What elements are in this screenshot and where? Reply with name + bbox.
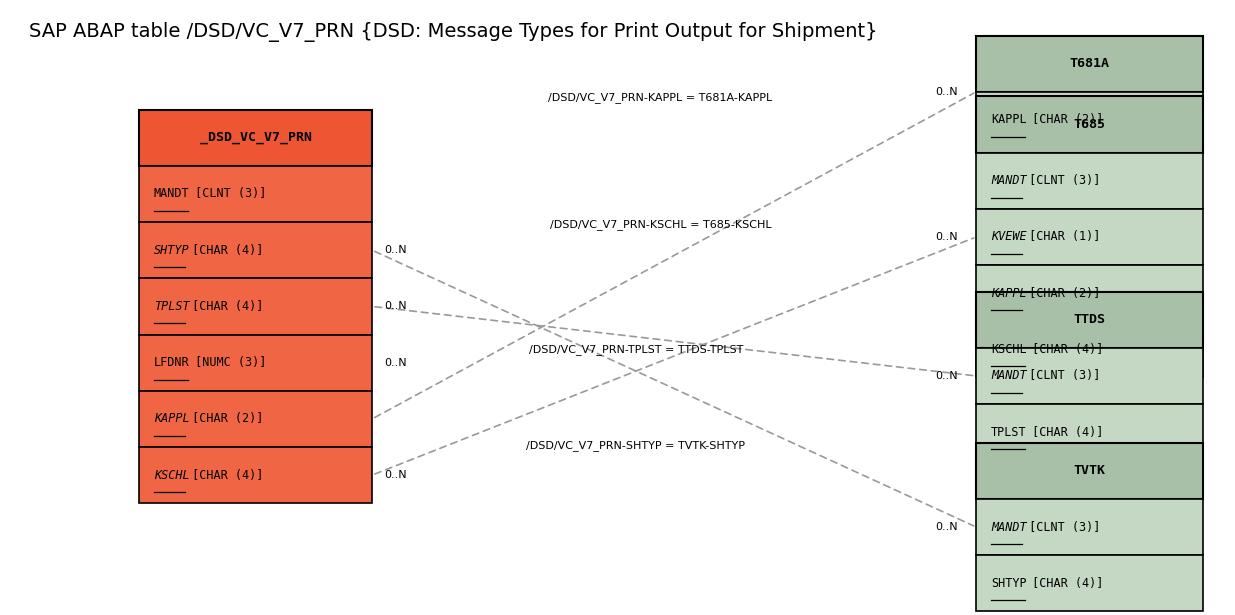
Text: KVEWE: KVEWE <box>990 231 1026 244</box>
Bar <box>977 265 1203 321</box>
Text: [CLNT (3)]: [CLNT (3)] <box>188 188 266 200</box>
Text: /DSD/VC_V7_PRN-TPLST = TTDS-TPLST: /DSD/VC_V7_PRN-TPLST = TTDS-TPLST <box>529 344 743 355</box>
Text: 0..N: 0..N <box>935 522 958 532</box>
Text: [CHAR (4)]: [CHAR (4)] <box>1025 426 1103 438</box>
Text: 0..N: 0..N <box>384 470 408 480</box>
Text: T685: T685 <box>1073 118 1105 131</box>
Text: 0..N: 0..N <box>935 87 958 97</box>
Text: [CLNT (3)]: [CLNT (3)] <box>1023 520 1100 534</box>
Text: KSCHL: KSCHL <box>154 469 189 482</box>
Text: [CLNT (3)]: [CLNT (3)] <box>1023 370 1100 383</box>
Text: _DSD_VC_V7_PRN: _DSD_VC_V7_PRN <box>200 131 311 145</box>
Text: KAPPL: KAPPL <box>154 413 189 426</box>
Bar <box>977 555 1203 611</box>
Bar <box>977 348 1203 404</box>
Text: KSCHL: KSCHL <box>990 343 1026 356</box>
Text: SAP ABAP table /DSD/VC_V7_PRN {DSD: Message Types for Print Output for Shipment}: SAP ABAP table /DSD/VC_V7_PRN {DSD: Mess… <box>28 22 877 42</box>
Text: [CHAR (2)]: [CHAR (2)] <box>1023 287 1100 300</box>
Text: KAPPL: KAPPL <box>990 113 1026 127</box>
Text: T681A: T681A <box>1070 57 1110 70</box>
Text: [CHAR (4)]: [CHAR (4)] <box>185 469 263 482</box>
Text: MANDT: MANDT <box>990 520 1026 534</box>
Bar <box>140 166 372 222</box>
Bar <box>977 97 1203 153</box>
Text: [CHAR (2)]: [CHAR (2)] <box>185 413 263 426</box>
Text: TVTK: TVTK <box>1073 464 1105 477</box>
Text: [NUMC (3)]: [NUMC (3)] <box>188 356 266 369</box>
Text: [CHAR (1)]: [CHAR (1)] <box>1023 231 1100 244</box>
Bar <box>977 321 1203 378</box>
Text: MANDT: MANDT <box>990 370 1026 383</box>
Text: [CLNT (3)]: [CLNT (3)] <box>1023 174 1100 187</box>
Text: TPLST: TPLST <box>990 426 1026 438</box>
Bar <box>977 292 1203 348</box>
Text: KAPPL: KAPPL <box>990 287 1026 300</box>
Text: MANDT: MANDT <box>990 174 1026 187</box>
Text: 0..N: 0..N <box>935 232 958 242</box>
Bar <box>140 335 372 391</box>
Text: [CHAR (4)]: [CHAR (4)] <box>185 244 263 256</box>
Bar <box>977 443 1203 499</box>
Bar <box>977 499 1203 555</box>
Text: [CHAR (4)]: [CHAR (4)] <box>1025 343 1103 356</box>
Bar <box>977 153 1203 209</box>
Text: 0..N: 0..N <box>384 245 408 255</box>
Text: SHTYP: SHTYP <box>990 577 1026 590</box>
Bar <box>977 36 1203 92</box>
Text: TPLST: TPLST <box>154 300 189 313</box>
Text: 0..N: 0..N <box>935 371 958 381</box>
Text: TTDS: TTDS <box>1073 313 1105 326</box>
Bar <box>140 447 372 503</box>
Text: MANDT: MANDT <box>154 188 189 200</box>
Text: [CHAR (4)]: [CHAR (4)] <box>1025 577 1103 590</box>
Text: LFDNR: LFDNR <box>154 356 189 369</box>
Text: /DSD/VC_V7_PRN-KAPPL = T681A-KAPPL: /DSD/VC_V7_PRN-KAPPL = T681A-KAPPL <box>548 92 773 103</box>
Text: SHTYP: SHTYP <box>154 244 189 256</box>
Bar <box>140 279 372 335</box>
Text: [CHAR (4)]: [CHAR (4)] <box>185 300 263 313</box>
Bar <box>140 222 372 279</box>
Bar <box>977 92 1203 148</box>
Bar <box>140 391 372 447</box>
Bar <box>977 404 1203 460</box>
Text: [CHAR (2)]: [CHAR (2)] <box>1025 113 1103 127</box>
Bar <box>140 109 372 166</box>
Text: /DSD/VC_V7_PRN-KSCHL = T685-KSCHL: /DSD/VC_V7_PRN-KSCHL = T685-KSCHL <box>550 220 771 230</box>
Text: /DSD/VC_V7_PRN-SHTYP = TVTK-SHTYP: /DSD/VC_V7_PRN-SHTYP = TVTK-SHTYP <box>526 440 746 451</box>
Bar <box>977 209 1203 265</box>
Text: 0..N: 0..N <box>384 358 408 368</box>
Text: 0..N: 0..N <box>384 301 408 311</box>
